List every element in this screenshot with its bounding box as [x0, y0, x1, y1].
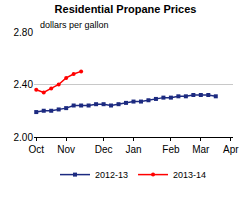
svg-text:2.00: 2.00 [14, 132, 34, 143]
svg-text:Oct: Oct [28, 144, 44, 155]
svg-text:Feb: Feb [162, 144, 180, 155]
svg-text:dollars per gallon: dollars per gallon [40, 20, 109, 30]
svg-text:Dec: Dec [95, 144, 113, 155]
svg-text:2012-13: 2012-13 [95, 170, 128, 180]
svg-text:Residential Propane Prices: Residential Propane Prices [55, 3, 197, 15]
svg-text:Jan: Jan [125, 144, 141, 155]
svg-text:Mar: Mar [192, 144, 210, 155]
svg-text:Nov: Nov [57, 144, 75, 155]
svg-text:2013-14: 2013-14 [173, 170, 206, 180]
svg-text:2.80: 2.80 [14, 27, 34, 38]
svg-text:Apr: Apr [223, 144, 239, 155]
svg-text:2.40: 2.40 [14, 79, 34, 90]
